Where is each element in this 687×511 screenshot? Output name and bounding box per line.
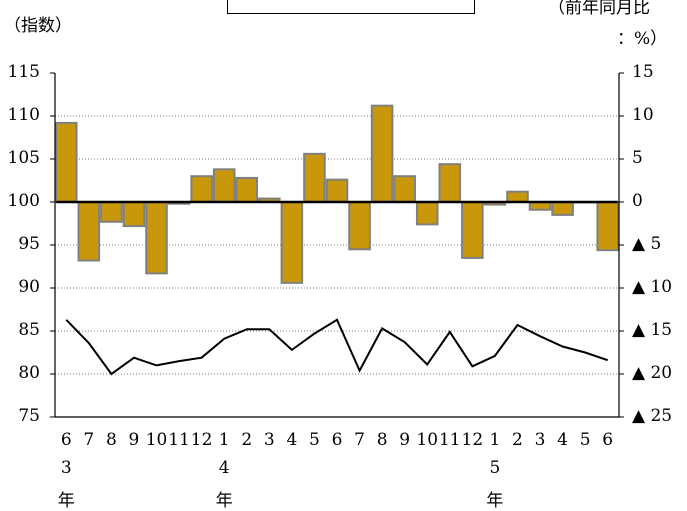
bar [461, 201, 484, 259]
x-tick-label: 3 [263, 430, 275, 450]
x-tick-label: 7 [354, 430, 365, 450]
x-tick-label: 3 [534, 430, 546, 450]
bar [393, 175, 416, 203]
left-tick-label: 85 [18, 320, 40, 340]
legend-box [227, 0, 475, 14]
bar [190, 175, 213, 203]
x-tick-label: 1 [489, 430, 501, 450]
left-tick-label: 90 [18, 277, 40, 297]
bar [235, 176, 259, 203]
bar [370, 104, 394, 203]
x-tick-label: 6 [602, 430, 614, 450]
right-tick-label: 10 [632, 105, 654, 125]
gridlines [55, 115, 619, 375]
axes [50, 72, 624, 418]
left-tick-label: 110 [7, 105, 40, 125]
x-tick-label: 5 [309, 430, 320, 450]
right-tick-label: 5 [632, 148, 643, 168]
bar [438, 163, 462, 204]
year-digit-label: 4 [218, 458, 230, 478]
bar [415, 201, 439, 226]
x-tick-label: 2 [241, 430, 253, 450]
x-tick-label: 12 [461, 430, 484, 450]
index-line [65, 318, 609, 376]
x-tick-label: 12 [190, 430, 213, 450]
right-tick-label: ▲ 20 [632, 363, 673, 383]
year-kanji-label: 年 [486, 491, 504, 511]
bar [280, 201, 304, 284]
x-tick-label: 6 [60, 430, 72, 450]
x-tick-label: 5 [579, 430, 591, 450]
line-series [65, 318, 609, 376]
right-tick-label: 0 [632, 191, 643, 211]
left-tick-label: 95 [18, 234, 40, 254]
bar [212, 168, 236, 204]
left-tick-label: 115 [7, 62, 40, 82]
x-tick-label: 1 [218, 430, 230, 450]
right-tick-label: ▲ 25 [632, 406, 673, 426]
left-tick-label: 80 [18, 363, 40, 383]
bar [77, 201, 101, 262]
x-tick-label: 10 [416, 430, 439, 450]
x-tick-label: 2 [512, 430, 523, 450]
bar-series [55, 104, 620, 284]
year-digit-label: 3 [60, 458, 72, 478]
x-tick-label: 10 [145, 430, 168, 450]
year-kanji-label: 年 [57, 491, 75, 511]
right-tick-label: ▲ 10 [632, 277, 673, 297]
right-axis-unit-line2: ：%） [617, 29, 668, 49]
right-tick-label: ▲ 5 [632, 234, 662, 254]
x-tick-label: 7 [83, 430, 95, 450]
x-tick-label: 8 [105, 430, 117, 450]
right-axis-unit-line1: （前年同月比 [548, 0, 650, 18]
bar [55, 121, 78, 203]
bar [596, 201, 620, 252]
bar [506, 190, 529, 203]
x-tick-label: 4 [286, 430, 298, 450]
left-tick-label: 100 [7, 191, 40, 211]
x-tick-label: 11 [438, 430, 461, 450]
x-tick-label: 6 [331, 430, 343, 450]
bar [325, 178, 349, 203]
right-tick-label: 15 [632, 62, 654, 82]
left-axis-unit: （指数） [4, 16, 72, 36]
bar [122, 201, 146, 228]
left-tick-label: 105 [7, 148, 40, 168]
x-tick-label: 9 [128, 430, 140, 450]
left-tick-label: 75 [18, 406, 40, 426]
bar [348, 201, 371, 251]
x-tick-label: 11 [168, 430, 190, 450]
x-tick-label: 9 [399, 430, 411, 450]
bar [303, 152, 326, 203]
bar [100, 201, 123, 223]
bar [551, 201, 574, 216]
x-tick-label: 4 [557, 430, 569, 450]
x-tick-label: 8 [376, 430, 388, 450]
right-tick-label: ▲ 15 [632, 320, 673, 340]
bar [145, 201, 168, 275]
year-digit-label: 5 [489, 458, 501, 478]
year-kanji-label: 年 [215, 491, 233, 511]
